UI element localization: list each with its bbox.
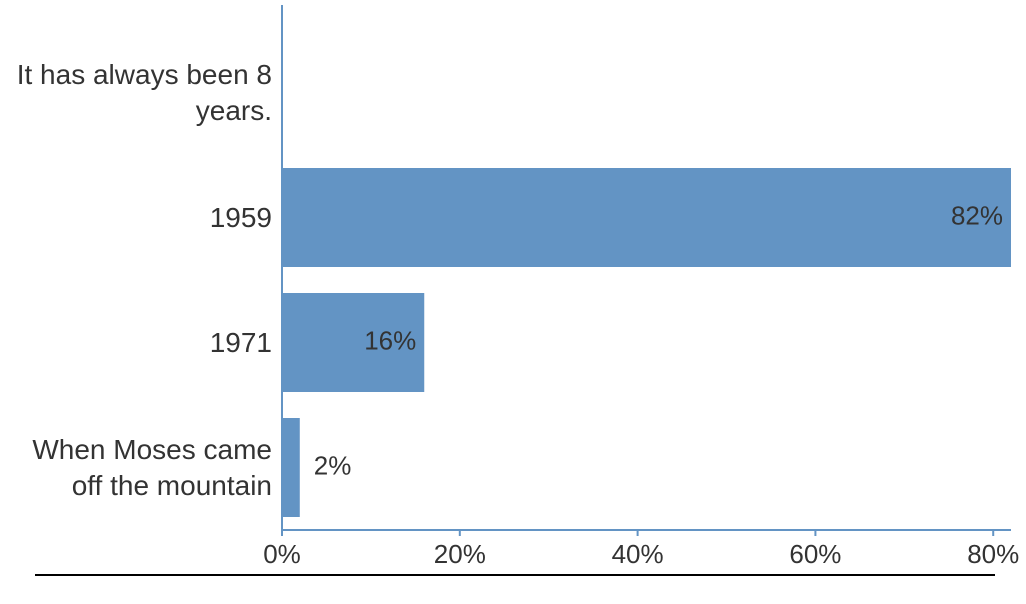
category-label: 1971 bbox=[209, 326, 272, 358]
bar bbox=[282, 168, 1011, 267]
x-tick-label: 80% bbox=[967, 539, 1019, 569]
x-tick-label: 60% bbox=[789, 539, 841, 569]
category-label: It has always been 8 years. bbox=[16, 58, 272, 126]
bar bbox=[282, 418, 300, 517]
category-label: 1959 bbox=[209, 201, 272, 233]
category-label: When Moses came off the mountain bbox=[32, 433, 272, 501]
value-label: 82% bbox=[951, 200, 1003, 230]
x-tick-label: 40% bbox=[612, 539, 664, 569]
value-label: 2% bbox=[314, 450, 352, 480]
value-label: 16% bbox=[364, 325, 416, 355]
x-tick-label: 0% bbox=[263, 539, 301, 569]
bar bbox=[282, 293, 425, 392]
x-tick-label: 20% bbox=[434, 539, 486, 569]
